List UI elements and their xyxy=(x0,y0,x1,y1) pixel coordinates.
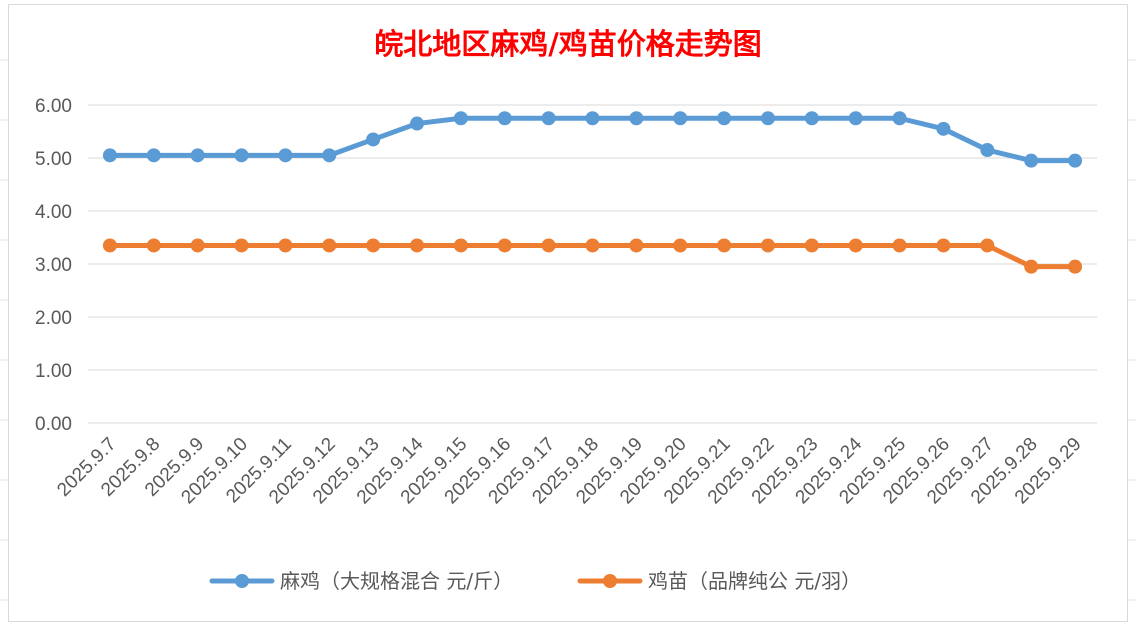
y-tick-label: 6.00 xyxy=(35,96,72,117)
data-point[interactable] xyxy=(278,148,293,163)
y-tick-label: 4.00 xyxy=(35,202,72,223)
data-point[interactable] xyxy=(497,111,512,126)
data-point[interactable] xyxy=(892,111,907,126)
data-point[interactable] xyxy=(980,238,995,253)
data-point[interactable] xyxy=(760,238,775,253)
data-point[interactable] xyxy=(541,238,556,253)
data-point[interactable] xyxy=(453,111,468,126)
data-point[interactable] xyxy=(366,238,381,253)
data-point[interactable] xyxy=(190,148,205,163)
data-point[interactable] xyxy=(717,238,732,253)
y-tick-label: 1.00 xyxy=(35,361,72,382)
data-point[interactable] xyxy=(629,111,644,126)
data-point[interactable] xyxy=(673,238,688,253)
data-point[interactable] xyxy=(760,111,775,126)
data-point[interactable] xyxy=(629,238,644,253)
data-point[interactable] xyxy=(1024,153,1039,168)
data-point[interactable] xyxy=(585,238,600,253)
data-point[interactable] xyxy=(1024,259,1039,274)
data-point[interactable] xyxy=(804,111,819,126)
data-point[interactable] xyxy=(980,143,995,158)
data-point[interactable] xyxy=(146,238,161,253)
y-tick-label: 3.00 xyxy=(35,255,72,276)
legend-label: 麻鸡（大规格混合 元/斤） xyxy=(280,569,513,593)
data-point[interactable] xyxy=(410,238,425,253)
data-point[interactable] xyxy=(322,148,337,163)
data-point[interactable] xyxy=(497,238,512,253)
data-point[interactable] xyxy=(453,238,468,253)
data-point[interactable] xyxy=(278,238,293,253)
legend-item-1[interactable]: 鸡苗（品牌纯公 元/羽） xyxy=(577,569,861,593)
data-point[interactable] xyxy=(366,132,381,147)
legend-swatch-marker xyxy=(235,574,249,588)
y-tick-label: 5.00 xyxy=(35,149,72,170)
chart-title: 皖北地区麻鸡/鸡苗价格走势图 xyxy=(374,27,762,61)
data-point[interactable] xyxy=(410,116,425,131)
data-point[interactable] xyxy=(1068,259,1083,274)
data-point[interactable] xyxy=(146,148,161,163)
data-point[interactable] xyxy=(936,238,951,253)
y-axis-ticks: 0.00 1.00 2.00 3.00 4.00 5.00 6.00 xyxy=(35,96,72,435)
data-point[interactable] xyxy=(322,238,337,253)
data-point[interactable] xyxy=(102,238,117,253)
data-point[interactable] xyxy=(673,111,688,126)
y-gridlines xyxy=(88,104,1097,424)
legend-label: 鸡苗（品牌纯公 元/羽） xyxy=(648,569,861,593)
y-tick-label: 2.00 xyxy=(35,308,72,329)
data-point[interactable] xyxy=(234,238,249,253)
y-tick-label: 0.00 xyxy=(35,414,72,435)
chart-area[interactable] xyxy=(8,4,1128,622)
data-point[interactable] xyxy=(190,238,205,253)
data-point[interactable] xyxy=(585,111,600,126)
legend: 麻鸡（大规格混合 元/斤） 鸡苗（品牌纯公 元/羽） xyxy=(209,569,861,593)
data-point[interactable] xyxy=(541,111,556,126)
data-point[interactable] xyxy=(936,121,951,136)
legend-swatch-marker xyxy=(603,574,617,588)
data-point[interactable] xyxy=(1068,153,1083,168)
data-point[interactable] xyxy=(848,238,863,253)
legend-item-0[interactable]: 麻鸡（大规格混合 元/斤） xyxy=(209,569,513,593)
data-point[interactable] xyxy=(848,111,863,126)
data-point[interactable] xyxy=(234,148,249,163)
data-point[interactable] xyxy=(102,148,117,163)
x-axis-ticks: 2025.9.72025.9.82025.9.92025.9.102025.9.… xyxy=(53,433,1085,508)
data-point[interactable] xyxy=(717,111,732,126)
series-lines xyxy=(102,111,1083,274)
data-point[interactable] xyxy=(804,238,819,253)
data-point[interactable] xyxy=(892,238,907,253)
